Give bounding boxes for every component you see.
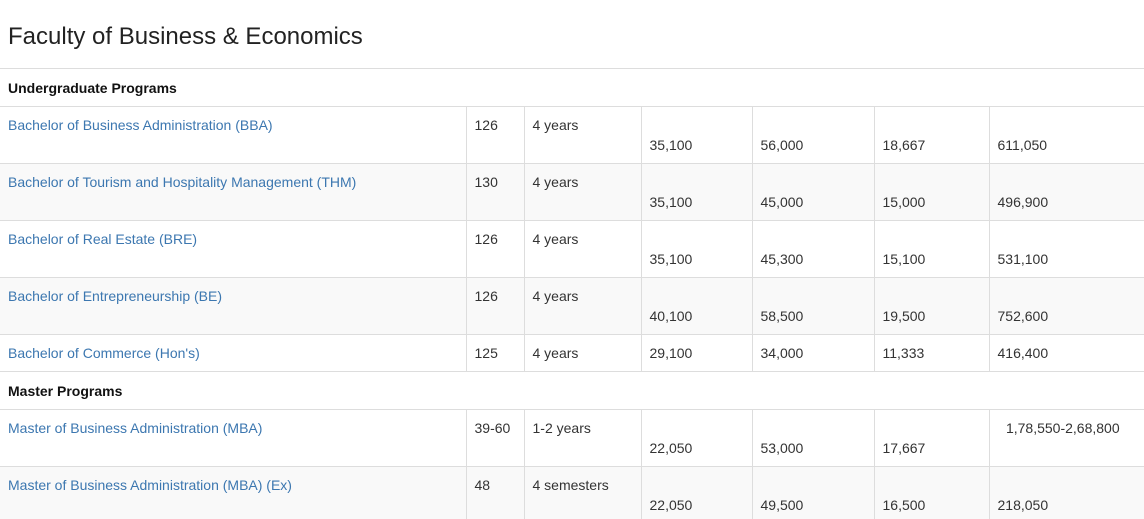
program-link-mba[interactable]: Master of Business Administration (MBA): [8, 420, 263, 436]
duration-cell: 4 years: [523, 334, 641, 372]
section-header-master: Master Programs: [0, 371, 1144, 410]
program-name-cell: Bachelor of Tourism and Hospitality Mana…: [0, 163, 466, 221]
credits-cell: 48: [465, 466, 524, 519]
duration-cell: 4 years: [523, 106, 641, 164]
fee-cell-3: 18,667: [873, 106, 989, 164]
fee-cell-2: 34,000: [751, 334, 874, 372]
credits-cell: 126: [465, 106, 524, 164]
duration-cell: 1-2 years: [523, 409, 641, 467]
credits-cell: 39-60: [465, 409, 524, 467]
fee-cell-3: 19,500: [873, 277, 989, 335]
credits-cell: 126: [465, 277, 524, 335]
duration-cell: 4 semesters: [523, 466, 641, 519]
program-name-cell: Master of Business Administration (MBA) …: [0, 466, 466, 519]
total-fee-cell: 496,900: [988, 163, 1144, 221]
table-row: Bachelor of Entrepreneurship (BE) 126 4 …: [0, 277, 1144, 335]
total-fee-cell: 416,400: [988, 334, 1144, 372]
program-link-bre[interactable]: Bachelor of Real Estate (BRE): [8, 231, 198, 247]
credits-cell: 126: [465, 220, 524, 278]
page-title: Faculty of Business & Economics: [8, 23, 363, 50]
program-link-thm[interactable]: Bachelor of Tourism and Hospitality Mana…: [8, 174, 357, 190]
fee-cell-2: 45,000: [751, 163, 874, 221]
fee-cell-3: 16,500: [873, 466, 989, 519]
table-row: Bachelor of Business Administration (BBA…: [0, 106, 1144, 164]
program-link-bcom[interactable]: Bachelor of Commerce (Hon's): [8, 345, 200, 361]
table-row: Master of Business Administration (MBA) …: [0, 466, 1144, 519]
fee-cell-3: 17,667: [873, 409, 989, 467]
program-name-cell: Bachelor of Real Estate (BRE): [0, 220, 466, 278]
total-fee-cell: 611,050: [988, 106, 1144, 164]
fee-table: Undergraduate Programs Bachelor of Busin…: [0, 68, 1144, 519]
duration-cell: 4 years: [523, 163, 641, 221]
fee-cell-1: 22,050: [640, 466, 752, 519]
program-name-cell: Bachelor of Commerce (Hon's): [0, 334, 466, 372]
fee-cell-3: 11,333: [873, 334, 989, 372]
credits-cell: 125: [465, 334, 524, 372]
table-row: Bachelor of Real Estate (BRE) 126 4 year…: [0, 220, 1144, 278]
fee-cell-1: 40,100: [640, 277, 752, 335]
fee-cell-1: 22,050: [640, 409, 752, 467]
table-row: Bachelor of Commerce (Hon's) 125 4 years…: [0, 334, 1144, 372]
section-header-undergraduate: Undergraduate Programs: [0, 68, 1144, 107]
fee-cell-2: 45,300: [751, 220, 874, 278]
fee-cell-2: 49,500: [751, 466, 874, 519]
total-fee-cell: 1,78,550-2,68,800: [988, 409, 1144, 467]
fee-cell-3: 15,100: [873, 220, 989, 278]
table-row: Master of Business Administration (MBA) …: [0, 409, 1144, 467]
table-row: Bachelor of Tourism and Hospitality Mana…: [0, 163, 1144, 221]
program-link-mba-ex[interactable]: Master of Business Administration (MBA) …: [8, 477, 292, 493]
fee-cell-1: 35,100: [640, 220, 752, 278]
fee-cell-2: 53,000: [751, 409, 874, 467]
duration-cell: 4 years: [523, 220, 641, 278]
fee-cell-1: 35,100: [640, 106, 752, 164]
program-name-cell: Master of Business Administration (MBA): [0, 409, 466, 467]
total-fee-cell: 531,100: [988, 220, 1144, 278]
fee-cell-2: 56,000: [751, 106, 874, 164]
fee-cell-1: 29,100: [640, 334, 752, 372]
section-heading: Master Programs: [0, 371, 1144, 410]
program-link-be[interactable]: Bachelor of Entrepreneurship (BE): [8, 288, 222, 304]
program-name-cell: Bachelor of Entrepreneurship (BE): [0, 277, 466, 335]
fee-cell-1: 35,100: [640, 163, 752, 221]
section-heading: Undergraduate Programs: [0, 68, 1144, 107]
program-name-cell: Bachelor of Business Administration (BBA…: [0, 106, 466, 164]
total-fee-cell: 752,600: [988, 277, 1144, 335]
fee-cell-2: 58,500: [751, 277, 874, 335]
total-fee-cell: 218,050: [988, 466, 1144, 519]
duration-cell: 4 years: [523, 277, 641, 335]
fee-cell-3: 15,000: [873, 163, 989, 221]
program-link-bba[interactable]: Bachelor of Business Administration (BBA…: [8, 117, 273, 133]
credits-cell: 130: [465, 163, 524, 221]
